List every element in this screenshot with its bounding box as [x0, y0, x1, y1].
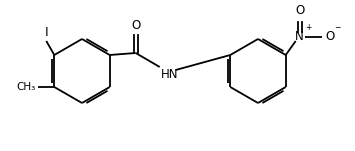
Text: CH₃: CH₃ [16, 82, 35, 92]
Text: O: O [295, 4, 304, 17]
Text: O: O [131, 19, 140, 32]
Text: +: + [305, 23, 311, 32]
Text: O: O [326, 29, 335, 42]
Text: N: N [295, 31, 304, 43]
Text: HN: HN [161, 68, 178, 81]
Text: −: − [334, 23, 340, 32]
Text: I: I [44, 26, 48, 39]
